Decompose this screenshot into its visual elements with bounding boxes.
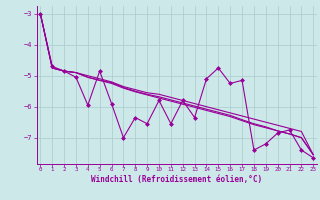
- X-axis label: Windchill (Refroidissement éolien,°C): Windchill (Refroidissement éolien,°C): [91, 175, 262, 184]
